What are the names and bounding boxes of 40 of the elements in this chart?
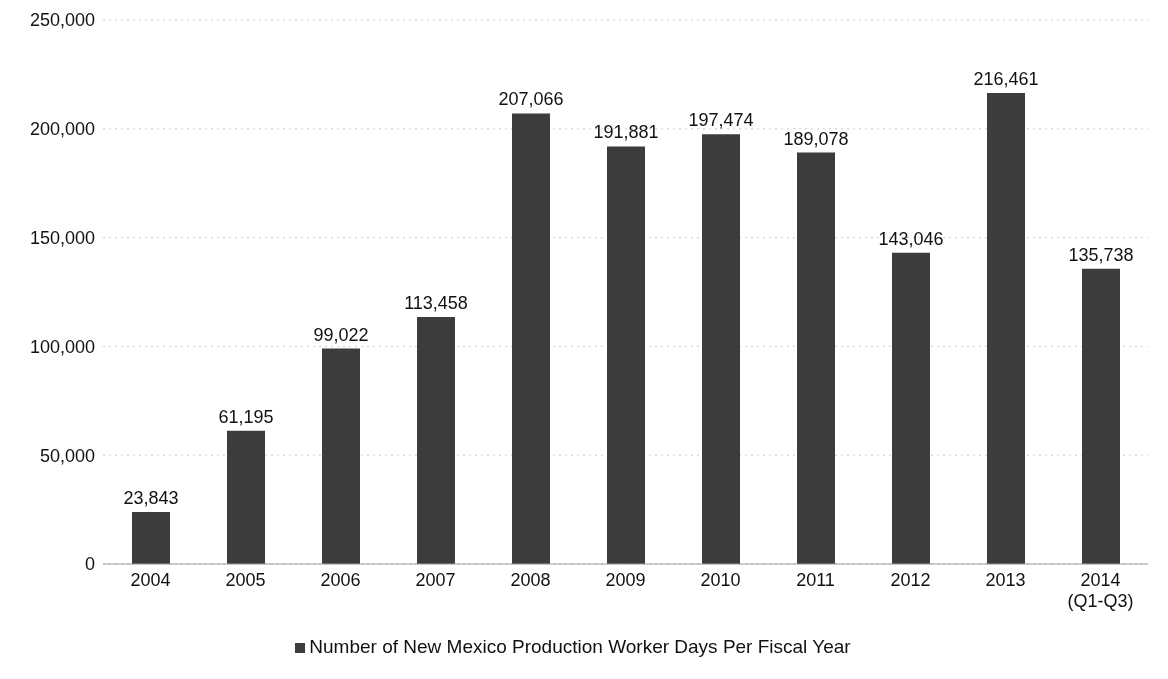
legend-label: Number of New Mexico Production Worker Days Per Fiscal Year xyxy=(309,636,851,657)
bar xyxy=(322,348,360,564)
bar xyxy=(512,113,550,564)
y-tick-label: 0 xyxy=(84,554,95,575)
x-tick-label: 2013 xyxy=(985,570,1026,590)
x-tick-label: 2011 xyxy=(796,570,835,590)
data-label: 61,195 xyxy=(218,406,274,427)
bar xyxy=(417,317,455,564)
y-tick-label: 250,000 xyxy=(29,10,95,31)
x-tick-label: 2004 xyxy=(130,570,171,590)
x-tick-label: 2006 xyxy=(320,570,361,590)
bar xyxy=(1082,268,1120,564)
data-label: 191,881 xyxy=(593,122,659,143)
y-tick-label: 200,000 xyxy=(29,119,95,140)
data-label: 197,474 xyxy=(688,110,754,131)
data-label: 113,458 xyxy=(404,293,468,314)
y-tick-label: 100,000 xyxy=(29,336,95,357)
x-tick-label: 2008 xyxy=(510,570,551,590)
x-tick-label: 2012 xyxy=(890,570,931,590)
data-label: 143,046 xyxy=(878,228,944,249)
data-label: 189,078 xyxy=(783,128,849,149)
y-tick-label: 50,000 xyxy=(39,445,95,466)
bar xyxy=(987,92,1025,564)
bar xyxy=(702,134,740,564)
data-label: 23,843 xyxy=(123,488,179,509)
data-label: 207,066 xyxy=(498,89,564,110)
bar xyxy=(132,512,170,564)
x-tick-label: 2009 xyxy=(605,570,646,590)
bar xyxy=(227,430,265,564)
x-tick-label: 2007 xyxy=(415,570,456,590)
data-label: 99,022 xyxy=(313,324,369,345)
x-tick-label: 2014 (Q1-Q3) xyxy=(1067,570,1134,611)
data-label: 135,738 xyxy=(1068,244,1134,265)
x-tick-label: 2005 xyxy=(225,570,266,590)
y-tick-label: 150,000 xyxy=(29,227,95,248)
bar xyxy=(607,146,645,564)
x-tick-label: 2010 xyxy=(700,570,741,590)
bar xyxy=(892,252,930,564)
data-label: 216,461 xyxy=(973,68,1039,89)
bar xyxy=(797,152,835,564)
